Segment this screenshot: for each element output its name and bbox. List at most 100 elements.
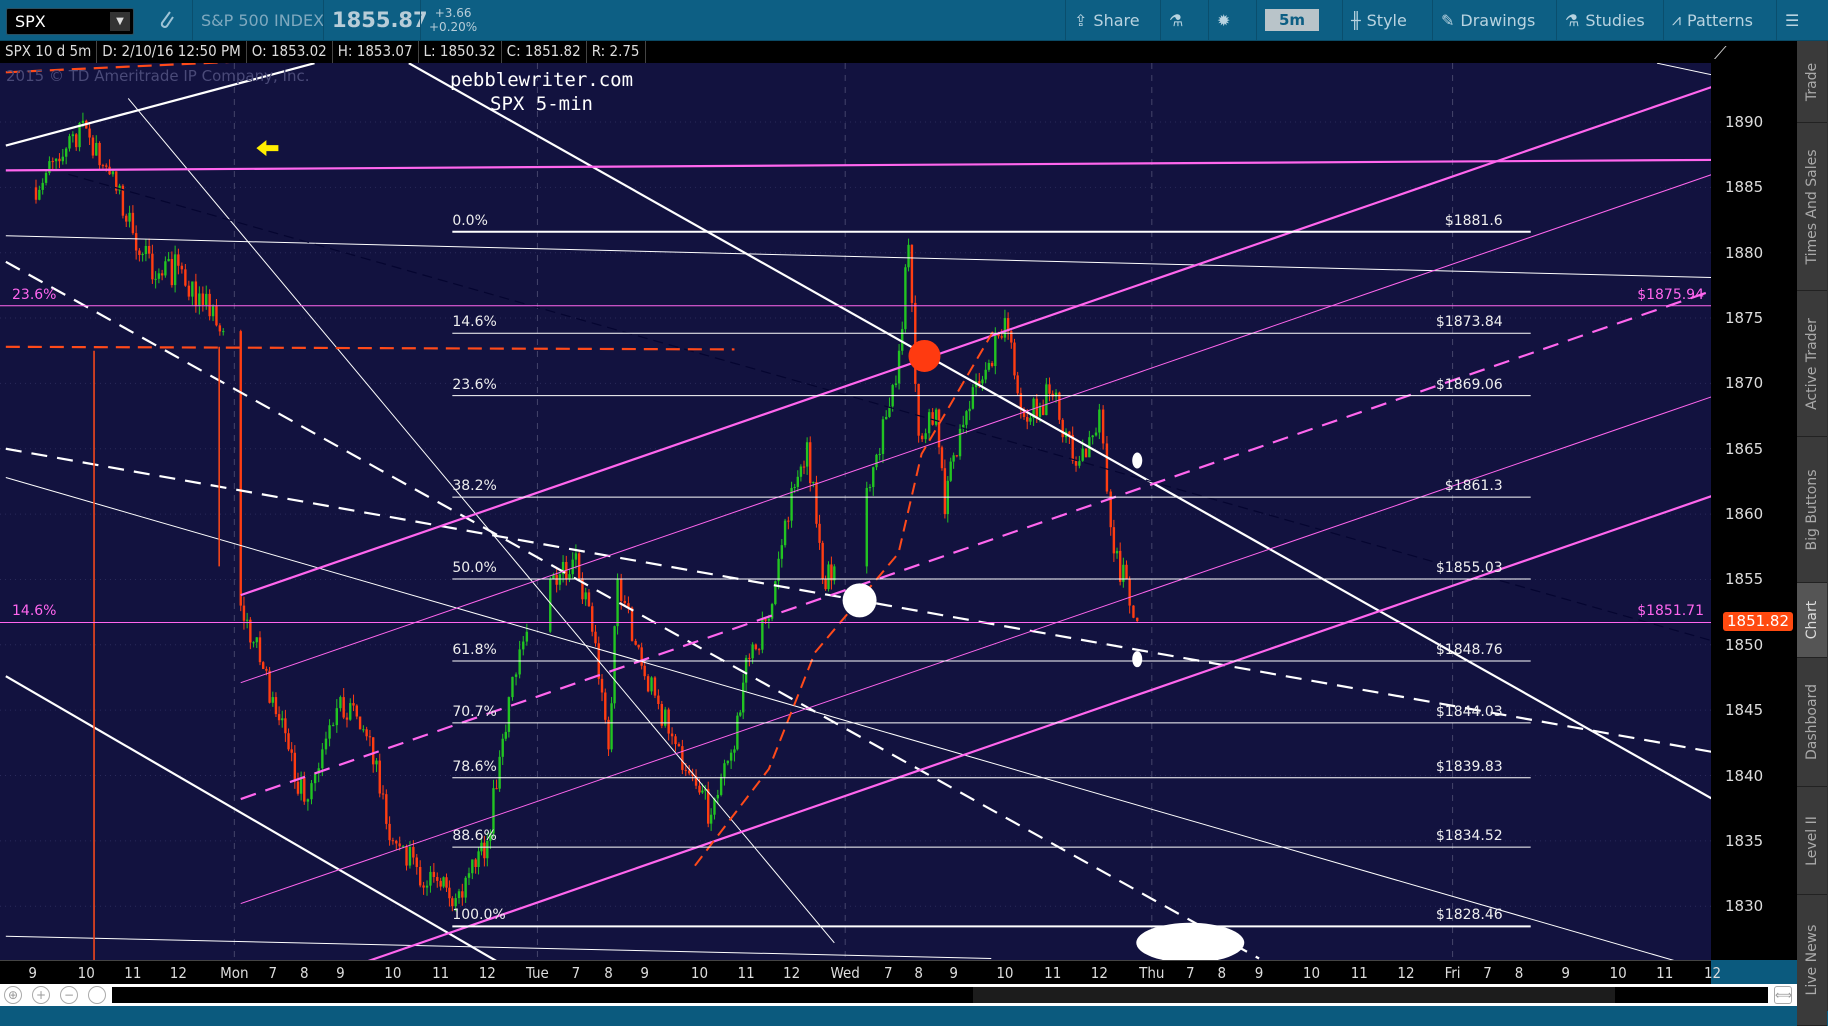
candle-body [878, 453, 881, 455]
fib-level-price: $1855.03 [1435, 560, 1503, 577]
expand-icon[interactable]: ⟺ [1774, 986, 1793, 1004]
top-toolbar: SPX ▼ S&P 500 INDEX 1855.87 +3.66 +0.20% ⇪… [0, 0, 1828, 41]
price-chart[interactable]: 2015 © TD Ameritrade IP Company, Inc. pe… [0, 63, 1711, 960]
side-tab-trade[interactable]: Trade [1797, 41, 1827, 123]
price-tick-label: 1845 [1725, 701, 1764, 720]
side-tab-active-trader[interactable]: Active Trader [1797, 291, 1827, 437]
pan-icon[interactable]: ⊕ [4, 986, 22, 1004]
side-tab-chart[interactable]: Chart [1797, 583, 1827, 658]
chart-canvas[interactable] [0, 63, 1711, 960]
candle-body [761, 619, 764, 650]
candle-body [549, 579, 552, 632]
red-dot-marker [908, 339, 941, 372]
candle-body [865, 487, 868, 567]
side-tab-live-news[interactable]: Live News [1797, 895, 1827, 1026]
side-tab-dashboard[interactable]: Dashboard [1797, 658, 1827, 787]
style-label: Style [1366, 10, 1407, 30]
candle-body [442, 877, 445, 887]
candle-body [809, 442, 812, 484]
price-tick-label: 1855 [1725, 570, 1764, 589]
flask-icon: ⚗ [1169, 10, 1184, 30]
candle-body [1061, 419, 1064, 438]
candle-body [1022, 409, 1026, 418]
candle-body [239, 331, 242, 606]
candle-body [1003, 318, 1007, 338]
side-tab-times-and-sales[interactable]: Times And Sales [1797, 123, 1827, 291]
time-scrollbar[interactable] [112, 987, 1768, 1003]
candle-body [170, 259, 174, 286]
candle-body [1071, 434, 1074, 461]
time-tick-label: 9 [640, 964, 649, 982]
time-tick-label: 7 [1185, 964, 1195, 982]
candle-body [467, 873, 471, 878]
candle-body [830, 564, 833, 581]
candle-body [767, 618, 771, 621]
price-axis[interactable]: ⟋ 1890 1885 1880 1875 1870 1865 1860 1855 1850 18… [1711, 41, 1797, 960]
side-tab-big-buttons[interactable]: Big Buttons [1797, 437, 1827, 583]
menu-button[interactable]: ☰ [1776, 0, 1807, 40]
price-tick-label: 1840 [1725, 766, 1764, 785]
candle-body [215, 306, 218, 326]
candle-body [643, 665, 646, 677]
candle-body [445, 877, 448, 888]
last-price-label: 1851.82 [1723, 612, 1793, 631]
candle-body [787, 520, 790, 522]
change-percent: +0.20% [429, 20, 478, 34]
white-ellipse-marker [1136, 922, 1245, 960]
trendline [127, 98, 835, 944]
candle-body [271, 697, 274, 703]
chevron-down-icon[interactable]: ▼ [110, 12, 130, 31]
drawings-button[interactable]: ✎ Drawings [1432, 0, 1543, 40]
candle-body [812, 481, 815, 484]
patterns-button[interactable]: ⩘ Patterns [1663, 0, 1761, 40]
candle-body [395, 840, 398, 844]
studies-button[interactable]: ⚗ Studies [1556, 0, 1653, 40]
candle-body [691, 773, 694, 776]
candle-body [358, 716, 362, 730]
candle-body [754, 644, 758, 650]
candle-body [439, 880, 442, 887]
candle-body [704, 788, 707, 791]
symbol-selector[interactable]: SPX ▼ [6, 8, 134, 35]
zoom-in-icon[interactable]: + [32, 986, 50, 1004]
candle-body [881, 419, 885, 454]
candle-body [284, 718, 287, 734]
share-button[interactable]: ⇪ Share [1065, 0, 1148, 40]
candle-body [44, 172, 48, 183]
settings-button[interactable]: ✹ [1208, 0, 1238, 40]
timeframe-button[interactable]: 5m [1256, 0, 1327, 40]
candle-body [287, 733, 290, 750]
zoom-out-icon[interactable]: − [60, 986, 78, 1004]
scale-settings-icon[interactable]: ⟋ [1714, 43, 1727, 64]
candle-body [610, 703, 613, 750]
candle-body [432, 871, 436, 878]
candle-body [91, 137, 95, 156]
paperclip-icon[interactable] [150, 0, 184, 40]
time-axis[interactable]: 9 10 11 12 Mon 7 8 9 10 11 12 Tue 7 8 9 10 11 12 Wed 7 8 9 10 1… [0, 960, 1721, 984]
candle-body [875, 454, 878, 468]
reset-zoom-icon[interactable] [88, 986, 106, 1004]
candle-body [719, 776, 723, 795]
candle-body [355, 705, 359, 717]
fib-level-percent: 38.2% [452, 478, 497, 495]
time-tick-label: 12 [1703, 964, 1722, 982]
price-tick-label: 1870 [1725, 374, 1764, 393]
flask-button[interactable]: ⚗ [1160, 0, 1191, 40]
side-tab-label: Big Buttons [1804, 468, 1820, 551]
candle-body [1026, 417, 1029, 422]
candle-body [429, 871, 432, 886]
candle-body [293, 752, 297, 782]
time-tick-label: 9 [336, 964, 345, 982]
scrollbar-thumb[interactable] [973, 987, 1615, 1003]
time-tick-label: 12 [169, 964, 187, 982]
side-tab-label: Level II [1804, 815, 1820, 866]
candle-body [670, 733, 674, 737]
side-tab-level-ii[interactable]: Level II [1797, 787, 1827, 895]
candle-body [1013, 342, 1016, 376]
style-button[interactable]: ╫ Style [1342, 0, 1415, 40]
time-tick-label: 7 [884, 964, 893, 982]
candle-body [783, 520, 787, 546]
fib-level-percent: 50.0% [452, 560, 497, 577]
fib-level-price: $1828.46 [1435, 907, 1503, 924]
side-tab-label: Active Trader [1804, 317, 1820, 410]
